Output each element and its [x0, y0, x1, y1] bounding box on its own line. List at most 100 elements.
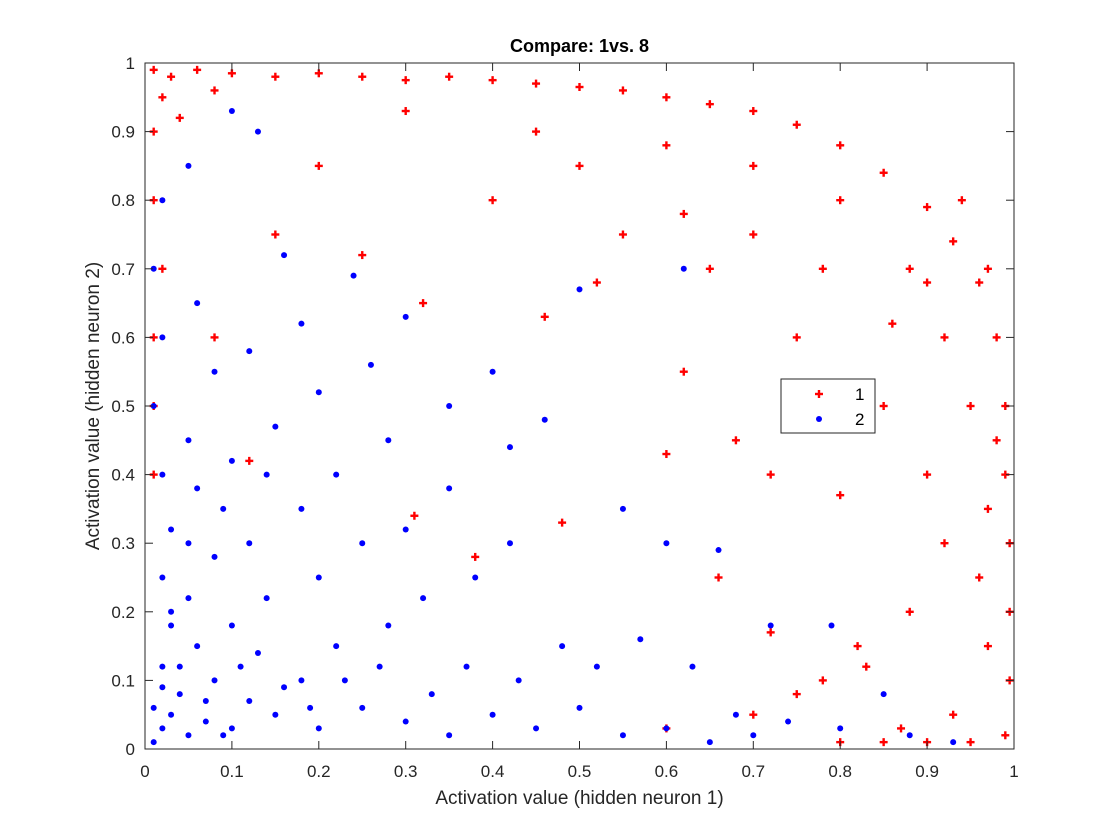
legend: 1 2 [780, 378, 876, 434]
series-2-point [298, 320, 305, 327]
x-tick-label: 0.7 [741, 762, 765, 781]
series-2-point [194, 643, 201, 650]
x-axis-label: Activation value (hidden neuron 1) [435, 788, 723, 809]
series-1-point [905, 264, 914, 273]
y-tick-label: 0.3 [111, 534, 135, 553]
series-2-point [281, 252, 288, 259]
series-2-point [159, 663, 166, 670]
series-1-point [540, 312, 549, 321]
series-1-point [966, 738, 975, 747]
series-1-point [749, 230, 758, 239]
series-1-point [575, 161, 584, 170]
series-1-point [923, 278, 932, 287]
series-1-point [836, 491, 845, 500]
series-1-point [271, 72, 280, 81]
series-2-point [254, 649, 261, 656]
series-2-point [263, 595, 270, 602]
series-2-point [159, 197, 166, 204]
series-2-point [220, 505, 227, 512]
series-2-point [315, 725, 322, 732]
series-2-point [767, 622, 774, 629]
series-1-point [983, 504, 992, 513]
series-1-point [679, 367, 688, 376]
series-2-point [246, 697, 253, 704]
series-2-point [159, 471, 166, 478]
series-1-point [879, 402, 888, 410]
series-2-point [619, 732, 626, 739]
series-2-point [150, 265, 157, 272]
series-1-point [792, 120, 801, 129]
series-2-point [185, 595, 192, 602]
series-1-point [766, 470, 775, 479]
series-1-point [749, 710, 758, 719]
series-1-point [445, 72, 454, 81]
y-axis-label: Activation value (hidden neuron 2) [83, 262, 104, 550]
series-1-point [792, 690, 801, 699]
series-2-point [385, 437, 392, 444]
series-2-point [176, 663, 183, 670]
series-1-point [949, 710, 958, 719]
axis-ticks: 0 0.1 0.2 0.3 0.4 0.5 0.6 0.7 0.8 0.9 1 0 0.1 0.2 0.3 0… [111, 54, 1018, 781]
series-2-point [446, 403, 453, 409]
series-2-point [194, 300, 201, 307]
series-2-point [541, 416, 548, 423]
series-2-point [515, 677, 522, 684]
series-2-point [376, 663, 383, 670]
series-2-point [185, 732, 192, 739]
series-2-point [211, 677, 218, 684]
y-tick-label: 1 [126, 54, 135, 73]
series-2-point [168, 608, 175, 615]
series-1-point [923, 203, 932, 212]
legend-marker-icon [815, 390, 823, 398]
series-1-point [975, 573, 984, 582]
series-1-point [401, 107, 410, 116]
series-2-point [663, 725, 670, 732]
series-2-point [880, 691, 887, 698]
series-1-point [662, 450, 671, 459]
series-1-point [618, 230, 627, 239]
series-1-point [836, 141, 845, 150]
series-2-point [202, 718, 209, 725]
series-2-point [254, 128, 261, 135]
series-1-point [983, 642, 992, 651]
x-tick-label: 0.6 [655, 762, 679, 781]
series-1-point [158, 93, 167, 102]
series-2-point [168, 526, 175, 533]
series-1-point [314, 161, 323, 170]
legend-marker-icon [816, 416, 822, 422]
series-2-point [950, 739, 957, 746]
series-1-point [532, 79, 541, 88]
series-1-point [749, 107, 758, 116]
series-1-point [836, 196, 845, 205]
series-1-point [410, 511, 419, 520]
legend-marker-series-2 [816, 416, 822, 422]
series-2-point [385, 622, 392, 629]
series-1-point [818, 264, 827, 273]
series-2-point [228, 108, 235, 115]
series-1-point [210, 333, 219, 342]
series-1-point [167, 72, 176, 81]
x-tick-label: 0.8 [828, 762, 852, 781]
y-tick-label: 0.9 [111, 123, 135, 142]
series-1-point [992, 333, 1001, 342]
series-1-point [766, 628, 775, 637]
series-1-point [149, 65, 158, 74]
series-2-point [159, 684, 166, 691]
series-2-point [315, 574, 322, 581]
series-1-point [558, 518, 567, 527]
series-2-point [428, 691, 435, 698]
series-2-point [359, 540, 366, 547]
x-tick-label: 1 [1009, 762, 1018, 781]
y-tick-label: 0 [126, 740, 135, 759]
series-2-point [506, 540, 513, 547]
x-tick-label: 0.1 [220, 762, 244, 781]
series-1-point [923, 470, 932, 479]
series-1-point [1001, 731, 1010, 740]
series-2-point [272, 711, 279, 718]
series-2-point [559, 643, 566, 650]
series-1-point [940, 333, 949, 342]
series-2-point [906, 732, 913, 739]
series-2-point [750, 732, 757, 739]
x-tick-label: 0 [140, 762, 149, 781]
